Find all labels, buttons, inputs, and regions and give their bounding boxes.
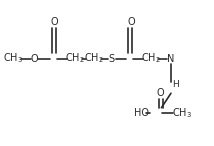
- Text: S: S: [109, 54, 115, 64]
- Text: O: O: [127, 17, 135, 27]
- Text: HO: HO: [134, 108, 149, 119]
- Text: O: O: [31, 54, 38, 64]
- Text: N: N: [167, 54, 175, 64]
- Text: H: H: [172, 80, 179, 89]
- Text: CH$_2$: CH$_2$: [141, 52, 161, 65]
- Text: CH$_3$: CH$_3$: [3, 52, 23, 65]
- Text: O: O: [51, 17, 59, 27]
- Text: CH$_2$: CH$_2$: [84, 52, 104, 65]
- Text: O: O: [157, 88, 164, 98]
- Text: CH$_3$: CH$_3$: [172, 107, 192, 120]
- Text: CH$_2$: CH$_2$: [65, 52, 85, 65]
